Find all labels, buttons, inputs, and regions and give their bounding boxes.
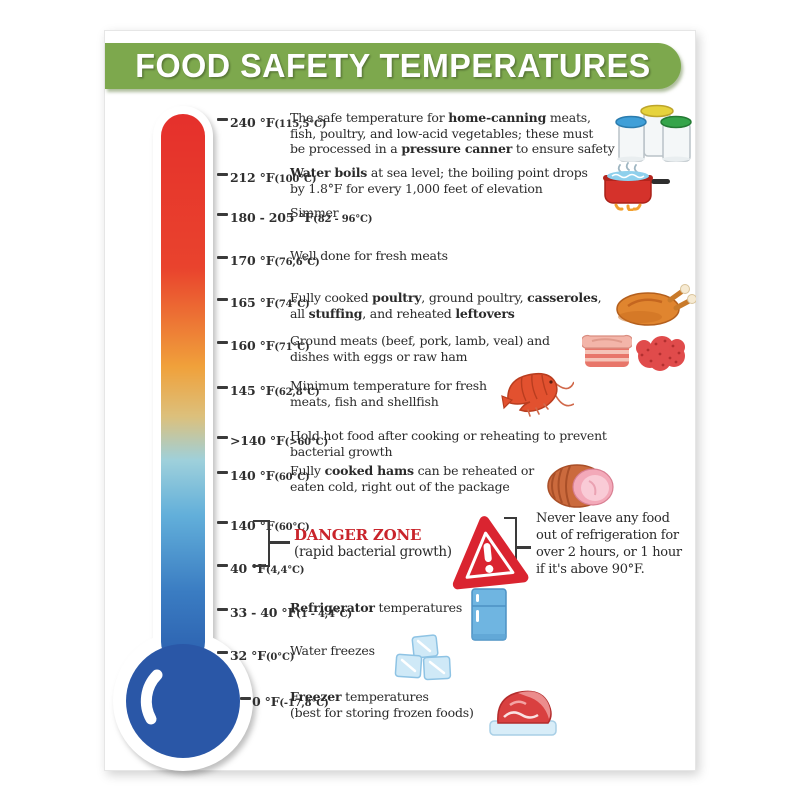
temp-entry-170f: 170 °F(76,6°C) Well done for fresh meats [105, 248, 695, 270]
warning-triangle-icon [452, 516, 529, 590]
scale-tick [217, 118, 228, 121]
temp-c-label: (0°C) [265, 652, 295, 663]
poster-page: FOOD SAFETY TEMPERATURES [104, 30, 696, 771]
temp-entry-danger-top: 140 °F(60°C) [105, 515, 695, 535]
temp-entry-145f: 145 °F(62,8°C) Minimum temperature for f… [105, 378, 695, 409]
danger-zone-label-block: DANGER ZONE (rapid bacterial growth) [294, 527, 452, 561]
temp-c-label: (74°C) [274, 299, 310, 310]
temp-entry-gt140f: >140 °F(>60°C) Hold hot food after cooki… [105, 428, 695, 459]
temp-f-label: 32 °F [230, 648, 266, 663]
scale-tick [217, 256, 228, 259]
scale-tick [217, 436, 228, 439]
temp-description: The safe temperature for home-canning me… [290, 110, 615, 156]
temp-entry-160f: 160 °F(71°C) Ground meats (beef, pork, l… [105, 333, 695, 364]
temp-f-label: 212 °F [230, 170, 275, 185]
temp-description: Refrigerator temperatures [290, 600, 463, 615]
temp-c-label: (60°C) [274, 522, 310, 533]
scale-tick [217, 173, 228, 176]
temp-c-label: (82 - 96°C) [313, 214, 373, 225]
temp-entry-32f: 32 °F(0°C) Water freezes [105, 643, 695, 665]
ice-cubes-icon [394, 634, 452, 681]
temp-description: Well done for fresh meats [290, 248, 448, 263]
temp-entry-180-205f: 180 - 205 °F(82 - 96°C) Simmer [105, 205, 695, 227]
frozen-meat-icon [489, 690, 557, 736]
temp-f-label: 160 °F [230, 338, 275, 353]
temp-f-label: 140 °F [230, 468, 275, 483]
temp-description: Fully cooked poultry, ground poultry, ca… [290, 290, 602, 321]
temp-f-label: 145 °F [230, 383, 275, 398]
temp-entry-212f: 212 °F(100°C) Water boils at sea level; … [105, 165, 695, 196]
danger-zone-note-connector [517, 546, 531, 549]
ham-icon [547, 464, 614, 508]
scale-tick [217, 386, 228, 389]
danger-zone-bracket-left [253, 520, 270, 567]
temp-c-label: (4,4°C) [265, 565, 305, 576]
shrimp-icon [501, 372, 574, 417]
canning-jars-icon [615, 104, 692, 162]
temp-c-label: (100°C) [274, 174, 317, 185]
danger-zone-connector [270, 541, 290, 544]
temp-c-label: (1 - 4,4°C) [296, 609, 352, 620]
scale-tick [217, 651, 228, 654]
temp-f-label: 170 °F [230, 253, 275, 268]
temp-entry-165f: 165 °F(74°C) Fully cooked poultry, groun… [105, 290, 695, 321]
temp-description: Hold hot food after cooking or reheating… [290, 428, 607, 459]
scale-tick [240, 697, 251, 700]
danger-zone-note: Never leave any food out of refrigeratio… [536, 511, 682, 577]
temp-c-label: (115,5°C) [274, 119, 327, 130]
scale-tick [217, 213, 228, 216]
temp-f-label: >140 °F [230, 433, 285, 448]
temp-c-label: (62,8°C) [274, 387, 320, 398]
scale-tick [217, 298, 228, 301]
temp-c-label: (>60°C) [284, 437, 329, 448]
boiling-pot-icon [603, 162, 670, 211]
danger-zone-sublabel: (rapid bacterial growth) [294, 544, 452, 560]
roast-turkey-icon [616, 284, 696, 326]
temp-f-label: 0 °F [252, 694, 280, 709]
temp-entry-refrigerator: 33 - 40 °F(1 - 4,4°C) Refrigerator tempe… [105, 600, 695, 622]
temp-c-label: (76,6°C) [274, 257, 320, 268]
temp-c-label: (-17,8°C) [279, 698, 329, 709]
temp-entry-240f: 240 °F(115,5°C) The safe temperature for… [105, 110, 695, 156]
ground-meat-icon [636, 336, 685, 371]
temp-f-label: 140 °F [230, 518, 275, 533]
scale-tick [217, 471, 228, 474]
pork-belly-icon [582, 334, 632, 367]
temp-c-label: (71°C) [274, 342, 310, 353]
page-title: FOOD SAFETY TEMPERATURES [135, 47, 651, 84]
scale-tick [217, 521, 228, 524]
temp-description: Ground meats (beef, pork, lamb, veal) an… [290, 333, 550, 364]
temp-description: Minimum temperature for fresh meats, fis… [290, 378, 487, 409]
temp-c-label: (60°C) [274, 472, 310, 483]
scale-tick [217, 608, 228, 611]
scale-tick [217, 564, 228, 567]
temp-entry-140f: 140 °F(60°C) Fully cooked hams can be re… [105, 463, 695, 494]
temp-description: Fully cooked hams can be reheated or eat… [290, 463, 535, 494]
temp-f-label: 180 - 205 °F [230, 210, 314, 225]
temp-description: Water freezes [290, 643, 375, 658]
scale-tick [217, 341, 228, 344]
temp-f-label: 33 - 40 °F [230, 605, 297, 620]
refrigerator-icon [471, 588, 507, 641]
danger-zone-label: DANGER ZONE [294, 526, 422, 544]
temp-f-label: 240 °F [230, 115, 275, 130]
temp-f-label: 165 °F [230, 295, 275, 310]
temp-entry-0f: 0 °F(-17,8°C) Freezer temperatures (best… [105, 689, 695, 720]
title-banner: FOOD SAFETY TEMPERATURES [105, 43, 681, 89]
temp-description: Water boils at sea level; the boiling po… [290, 165, 588, 196]
temp-description: Simmer [290, 205, 339, 220]
thermometer-icon [113, 106, 253, 771]
temp-description: Freezer temperatures (best for storing f… [290, 689, 474, 720]
